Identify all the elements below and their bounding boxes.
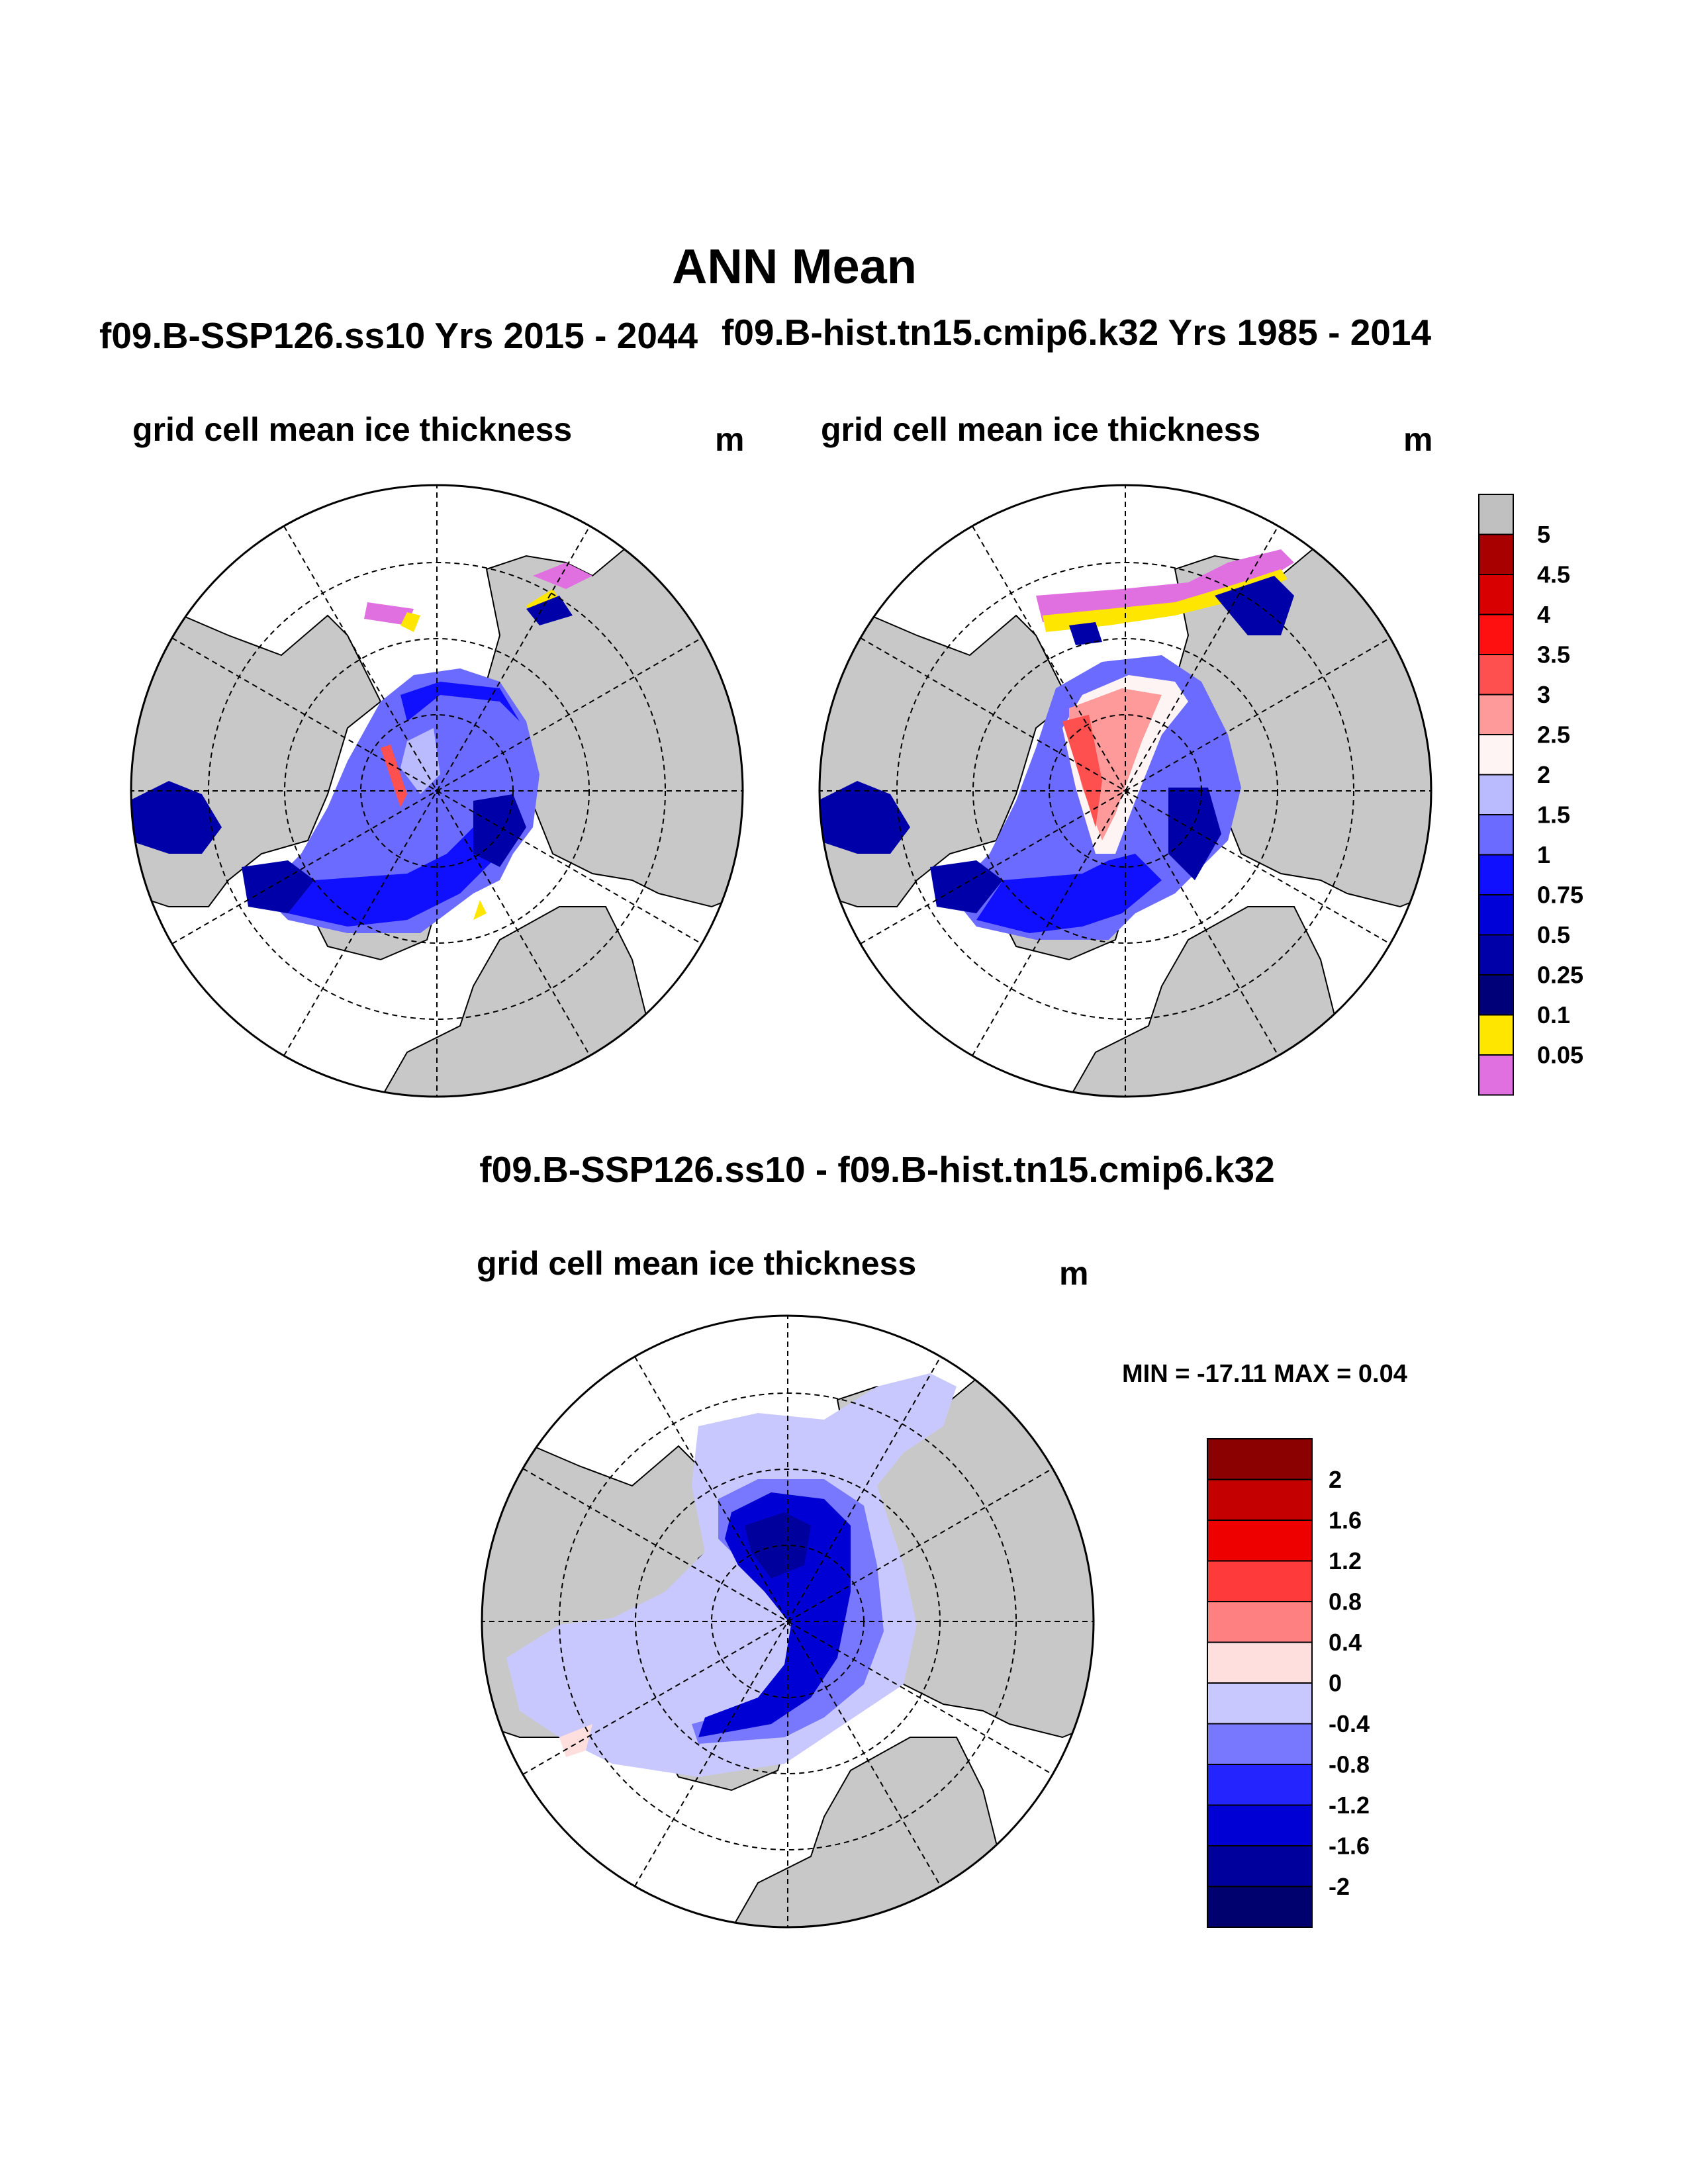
colorbar-tick-label: 0 [1329, 1670, 1342, 1697]
left-polar-map [130, 484, 744, 1098]
sea-ice [976, 854, 1162, 933]
colorbar-swatch [1478, 574, 1514, 615]
sea-ice [1069, 576, 1294, 645]
colorbar-swatch [1478, 774, 1514, 815]
colorbar-swatch [1207, 1804, 1313, 1846]
right-polar-map [818, 484, 1432, 1098]
colorbar-tick-label: 2 [1537, 761, 1550, 788]
colorbar-swatch [1478, 1054, 1514, 1096]
colorbar-tick-label: 1.2 [1329, 1547, 1362, 1574]
colorbar-swatch [1207, 1601, 1313, 1643]
colorbar-tick-label: 1 [1537, 841, 1550, 868]
colorbar-tick-label: 2.5 [1537, 721, 1570, 749]
sea-ice [930, 788, 1221, 913]
left-panel-variable-label: grid cell mean ice thickness [132, 411, 573, 448]
sea-ice [288, 682, 520, 927]
colorbar-tick-label: 3 [1537, 681, 1550, 708]
colorbar-tick-label: -2 [1329, 1873, 1350, 1900]
colorbar-tick-label: -0.8 [1329, 1751, 1370, 1778]
colorbar-tick-label: -1.2 [1329, 1792, 1370, 1819]
map-border [130, 484, 744, 1098]
map-border [481, 1314, 1095, 1929]
difference-min-max-text: MIN = -17.11 MAX = 0.04 [1122, 1360, 1407, 1388]
colorbar-tick-label: 3.5 [1537, 641, 1570, 668]
difference-colorbar: 2 1.6 1.2 0.8 0.4 0 -0.4 -0.8 -1.2 -1.6 -2 [1207, 1438, 1370, 1928]
map-border [818, 484, 1432, 1098]
sea-ice [364, 563, 592, 625]
colorbar-swatch [1478, 934, 1514, 976]
colorbar-tick-label: 1.6 [1329, 1507, 1362, 1534]
sea-ice [131, 781, 222, 854]
thickness-colorbar: 5 4.5 4 3.5 3 2.5 2 1.5 1 0.75 0.5 0.25 0.1 0.05 [1478, 494, 1583, 1096]
graticule [131, 485, 743, 1097]
colorbar-tick-label: 0.8 [1329, 1588, 1362, 1615]
colorbar-swatch [1207, 1438, 1313, 1480]
graticule [482, 1316, 1094, 1927]
difference-polar-map [481, 1314, 1095, 1929]
colorbar-swatch [1478, 694, 1514, 735]
colorbar-tick-label: 0.5 [1537, 921, 1570, 948]
colorbar-swatch [1478, 974, 1514, 1016]
colorbar-swatch [1478, 533, 1514, 575]
colorbar-swatch [1478, 654, 1514, 696]
colorbar-tick-label: 0.75 [1537, 882, 1583, 909]
colorbar-swatch [1478, 1014, 1514, 1056]
right-panel-variable-label: grid cell mean ice thickness [821, 411, 1261, 448]
colorbar-tick-label: -0.4 [1329, 1710, 1370, 1737]
colorbar-tick-label: 0.25 [1537, 962, 1583, 989]
colorbar-tick-label: 2 [1329, 1466, 1342, 1493]
right-panel-case-title: f09.B-hist.tn15.cmip6.k32 Yrs 1985 - 201… [722, 312, 1432, 353]
colorbar-swatch [1207, 1479, 1313, 1521]
colorbar-swatch [1207, 1560, 1313, 1602]
colorbar-swatch [1478, 614, 1514, 655]
difference-panel-variable-label: grid cell mean ice thickness [477, 1245, 917, 1282]
sea-ice [400, 589, 559, 920]
colorbar-swatch [1478, 894, 1514, 936]
difference-panel-units-label: m [1059, 1255, 1089, 1292]
colorbar-swatch [1478, 734, 1514, 776]
sea-ice [242, 794, 526, 913]
colorbar-swatch [1207, 1641, 1313, 1684]
colorbar-swatch [1207, 1886, 1313, 1928]
colorbar-swatch [1207, 1764, 1313, 1806]
colorbar-tick-label: 5 [1537, 521, 1550, 548]
sea-ice [1043, 569, 1288, 632]
left-panel-case-title: f09.B-SSP126.ss10 Yrs 2015 - 2044 [99, 315, 698, 356]
left-panel-units-label: m [715, 421, 745, 458]
graticule [820, 485, 1431, 1097]
colorbar-swatch [1478, 854, 1514, 895]
sea-ice [526, 596, 573, 625]
right-panel-units-label: m [1403, 421, 1433, 458]
sea-ice [1036, 549, 1294, 622]
colorbar-swatch [1478, 814, 1514, 856]
colorbar-tick-label: 0.05 [1537, 1042, 1583, 1069]
colorbar-tick-label: 4.5 [1537, 561, 1570, 588]
colorbar-swatch [1478, 494, 1514, 535]
difference-panel-title: f09.B-SSP126.ss10 - f09.B-hist.tn15.cmip… [479, 1149, 1275, 1190]
ice-change [698, 1492, 851, 1737]
sea-ice [820, 781, 910, 854]
sea-ice [1062, 715, 1102, 827]
colorbar-tick-label: 4 [1537, 601, 1550, 628]
colorbar-swatch [1207, 1845, 1313, 1888]
colorbar-tick-label: 1.5 [1537, 801, 1570, 829]
colorbar-swatch [1207, 1723, 1313, 1765]
ice-change [745, 1512, 811, 1578]
sea-ice [381, 745, 407, 807]
page-title: ANN Mean [671, 239, 917, 294]
colorbar-tick-label: 0.1 [1537, 1001, 1570, 1028]
colorbar-swatch [1207, 1520, 1313, 1562]
colorbar-tick-label: -1.6 [1329, 1833, 1370, 1860]
colorbar-tick-label: 0.4 [1329, 1629, 1362, 1656]
colorbar-swatch [1207, 1682, 1313, 1725]
